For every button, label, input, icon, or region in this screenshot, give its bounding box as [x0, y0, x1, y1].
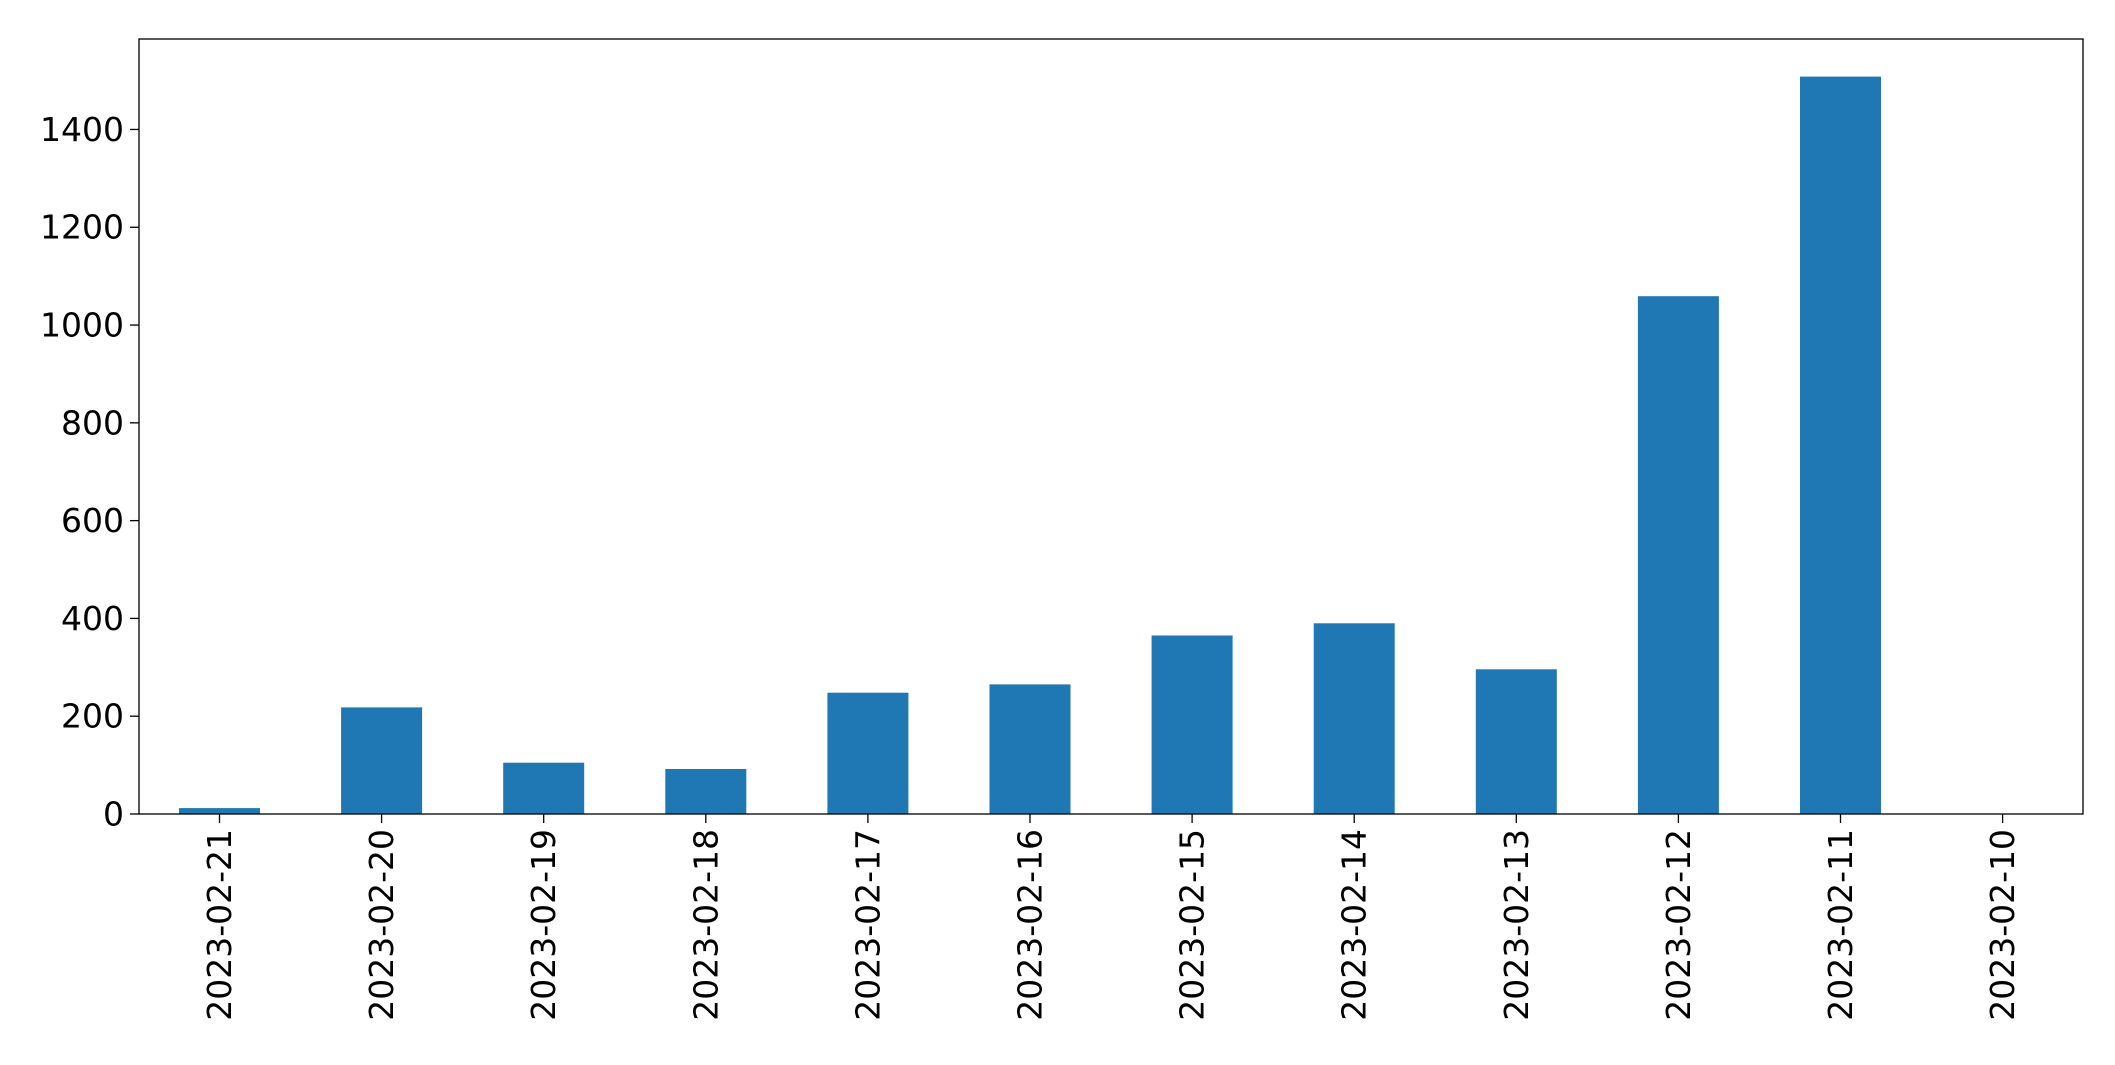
x-tick-label: 2023-02-12 — [1659, 829, 1698, 1021]
bar-2023-02-15 — [1151, 635, 1233, 814]
bar-2023-02-17 — [827, 692, 909, 814]
y-tick-label: 0 — [103, 795, 124, 834]
y-axis: 0 200 400 600 800 1000 1200 1400 — [40, 110, 139, 834]
bar-2023-02-16 — [989, 684, 1071, 814]
bar-2023-02-20 — [341, 707, 423, 814]
x-tick-label: 2023-02-20 — [362, 829, 401, 1021]
x-tick-label: 2023-02-21 — [200, 829, 239, 1021]
bar-2023-02-12 — [1637, 296, 1719, 814]
bar-2023-02-14 — [1313, 623, 1395, 814]
bar-2023-02-18 — [665, 769, 747, 814]
x-tick-label: 2023-02-17 — [848, 829, 887, 1021]
x-tick-label: 2023-02-11 — [1821, 829, 1860, 1021]
y-tick-label: 1000 — [40, 306, 124, 345]
y-tick-label: 800 — [61, 403, 124, 442]
bar-2023-02-11 — [1800, 76, 1881, 815]
plot-area-frame — [138, 38, 2084, 815]
y-tick-label: 400 — [61, 599, 124, 638]
x-tick-label: 2023-02-18 — [686, 829, 725, 1021]
x-tick-label: 2023-02-16 — [1011, 829, 1050, 1021]
bar-2023-02-19 — [503, 762, 585, 814]
y-tick-label: 200 — [61, 697, 124, 736]
x-tick-label: 2023-02-15 — [1173, 829, 1212, 1021]
y-tick-label: 600 — [61, 501, 124, 540]
y-tick-label: 1400 — [40, 110, 124, 149]
x-tick-label: 2023-02-14 — [1335, 829, 1374, 1021]
bars-layer — [179, 76, 1881, 815]
x-tick-label: 2023-02-13 — [1497, 829, 1536, 1021]
x-tick-label: 2023-02-10 — [1983, 829, 2022, 1021]
x-axis: 2023-02-21 2023-02-20 2023-02-19 2023-02-18… — [200, 814, 2022, 1021]
x-tick-label: 2023-02-19 — [524, 829, 563, 1021]
bar-2023-02-21 — [179, 808, 260, 814]
y-tick-label: 1200 — [40, 208, 124, 247]
bar-2023-02-13 — [1475, 669, 1557, 814]
